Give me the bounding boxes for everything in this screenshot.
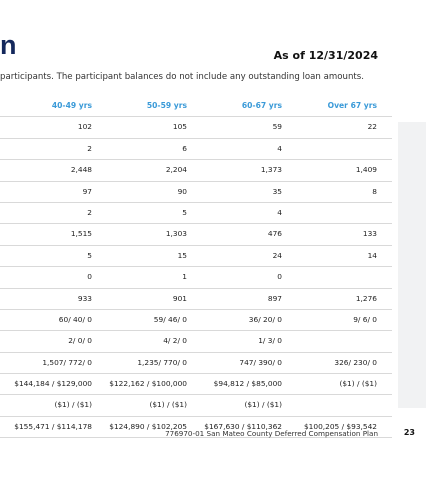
table-cell: 1/ 3/ 0 bbox=[258, 336, 282, 346]
table-cell: 2 bbox=[87, 143, 92, 153]
table-cell: 2 bbox=[87, 207, 92, 217]
table-cell: 15 bbox=[177, 250, 187, 260]
note: participants. The participant balances d… bbox=[0, 72, 364, 82]
table-row: ($1) / ($1) ($1) / ($1) ($1) / ($1) bbox=[0, 395, 392, 417]
table-cell: 14 bbox=[367, 250, 377, 260]
table-cell: 1,373 bbox=[260, 165, 282, 175]
table-cell: $144,184 / $129,000 bbox=[14, 379, 92, 389]
table-cell: 1,276 bbox=[355, 293, 377, 303]
table-row: 1,515 1,303 476 133 bbox=[0, 224, 392, 246]
table-cell: 24 bbox=[272, 250, 282, 260]
table-cell: 901 bbox=[172, 293, 187, 303]
table-cell: 1 bbox=[182, 272, 187, 282]
table-cell: 4 bbox=[277, 207, 282, 217]
table-cell: ($1) / ($1) bbox=[149, 400, 187, 410]
table-cell: 1,515 bbox=[70, 229, 92, 239]
table-row: 2/ 0/ 0 4/ 2/ 0 1/ 3/ 0 bbox=[0, 331, 392, 353]
table-cell: 60/ 40/ 0 bbox=[58, 314, 92, 324]
table-cell: $167,630 / $110,362 bbox=[204, 421, 282, 431]
table-cell: 59/ 46/ 0 bbox=[153, 314, 187, 324]
column-header: 50-59 yrs bbox=[146, 101, 187, 110]
table-cell: 1,235/ 770/ 0 bbox=[137, 357, 187, 367]
table-cell: ($1) / ($1) bbox=[244, 400, 282, 410]
table-cell: 0 bbox=[87, 272, 92, 282]
table-cell: 1,303 bbox=[165, 229, 187, 239]
table-row: 97 90 35 8 bbox=[0, 182, 392, 203]
table: 40-49 yrs 50-59 yrs 60-67 yrs Over 67 yrs 10… bbox=[0, 96, 392, 439]
table-cell: 59 bbox=[272, 122, 282, 132]
table-cell: 8 bbox=[372, 186, 377, 196]
column-header: 60-67 yrs bbox=[241, 101, 282, 110]
table-cell: 35 bbox=[272, 186, 282, 196]
table-cell: 102 bbox=[77, 122, 92, 132]
table-row: 1,507/ 772/ 0 1,235/ 770/ 0 747/ 390/ 0 326… bbox=[0, 353, 392, 375]
table-cell: 1,507/ 772/ 0 bbox=[42, 357, 92, 367]
table-row: 60/ 40/ 0 59/ 46/ 0 36/ 20/ 0 9/ 6/ 0 bbox=[0, 310, 392, 332]
header-row: 40-49 yrs 50-59 yrs 60-67 yrs Over 67 yrs bbox=[0, 96, 392, 118]
table-cell: 2,448 bbox=[70, 165, 92, 175]
table-cell: 36/ 20/ 0 bbox=[248, 314, 282, 324]
table-cell: 1,409 bbox=[355, 165, 377, 175]
table-cell: 90 bbox=[177, 186, 187, 196]
table-cell: 97 bbox=[82, 186, 92, 196]
table-cell: 4 bbox=[277, 143, 282, 153]
table-cell: 5 bbox=[87, 250, 92, 260]
table-cell: $94,812 / $85,000 bbox=[213, 379, 282, 389]
table-cell: 105 bbox=[172, 122, 187, 132]
table-cell: $155,471 / $114,178 bbox=[14, 421, 92, 431]
table-row: 5 15 24 14 bbox=[0, 246, 392, 268]
table-cell: 5 bbox=[182, 207, 187, 217]
table-cell: 2,204 bbox=[165, 165, 187, 175]
table-cell: ($1) / ($1) bbox=[339, 379, 377, 389]
side-panel bbox=[398, 122, 426, 408]
table-cell: 897 bbox=[267, 293, 282, 303]
table-cell: 2/ 0/ 0 bbox=[68, 336, 92, 346]
table-cell: $100,205 / $93,542 bbox=[303, 421, 377, 431]
table-cell: 0 bbox=[277, 272, 282, 282]
table-row: 933 901 897 1,276 bbox=[0, 289, 392, 310]
table-row: 102 105 59 22 bbox=[0, 117, 392, 139]
table-cell: 9/ 6/ 0 bbox=[353, 314, 377, 324]
as-of-date: As of 12/31/2024 bbox=[273, 49, 378, 62]
table-cell: 933 bbox=[77, 293, 92, 303]
title: n bbox=[0, 30, 17, 60]
table-cell: 22 bbox=[367, 122, 377, 132]
table-cell: ($1) / ($1) bbox=[54, 400, 92, 410]
column-header: Over 67 yrs bbox=[327, 101, 377, 110]
table-row: 2,448 2,204 1,373 1,409 bbox=[0, 160, 392, 182]
table-cell: 133 bbox=[362, 229, 377, 239]
table-row: $144,184 / $129,000 $122,162 / $100,000 $9… bbox=[0, 374, 392, 396]
table-cell: 747/ 390/ 0 bbox=[239, 357, 282, 367]
table-row: 2 6 4 bbox=[0, 139, 392, 161]
column-header: 40-49 yrs bbox=[51, 101, 92, 110]
table-cell: 6 bbox=[182, 143, 187, 153]
footer-plan: 776970-01 San Mateo County Deferred Comp… bbox=[165, 429, 378, 438]
table-cell: 326/ 230/ 0 bbox=[334, 357, 377, 367]
table-cell: $124,890 / $102,205 bbox=[109, 421, 187, 431]
page-number: 23 bbox=[403, 428, 415, 437]
table-cell: $122,162 / $100,000 bbox=[109, 379, 187, 389]
table-cell: 476 bbox=[267, 229, 282, 239]
table-cell: 4/ 2/ 0 bbox=[163, 336, 187, 346]
table-row: 0 1 0 bbox=[0, 267, 392, 289]
table-row: $155,471 / $114,178 $124,890 / $102,205 $1… bbox=[0, 417, 392, 439]
table-row: 2 5 4 bbox=[0, 203, 392, 225]
